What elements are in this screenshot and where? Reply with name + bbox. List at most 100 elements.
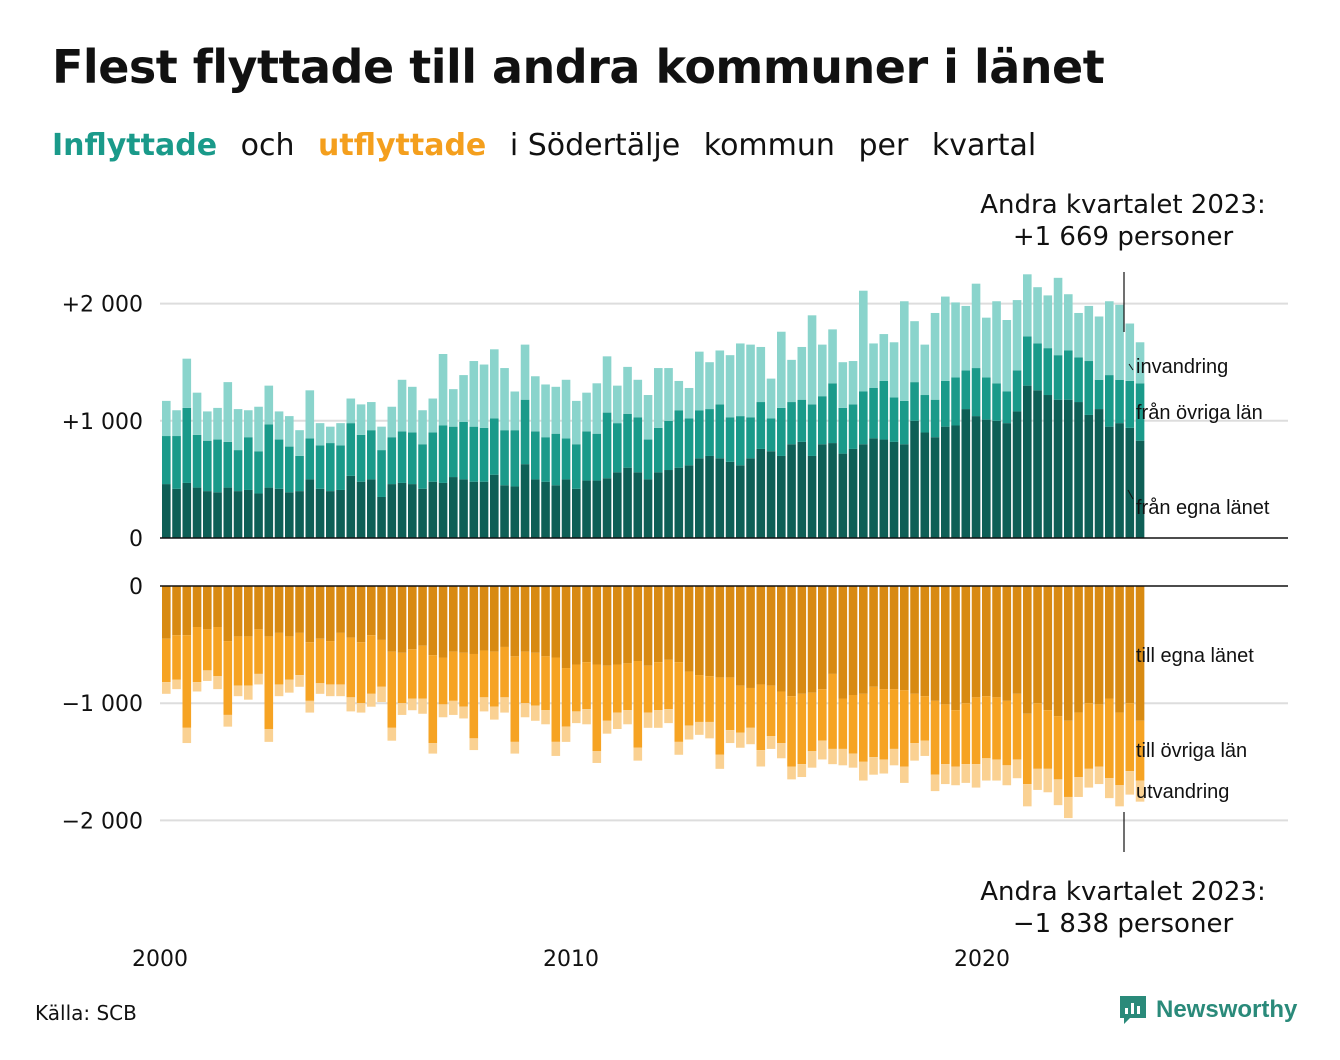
bar-segment	[1053, 779, 1063, 806]
bar-segment	[449, 477, 458, 538]
bar-segment	[1135, 780, 1145, 802]
bar-segment	[182, 358, 192, 408]
bar-segment	[982, 758, 991, 781]
bar-segment	[531, 705, 540, 721]
bar-segment	[295, 455, 304, 492]
bar-segment	[223, 382, 233, 442]
bar-segment	[1012, 370, 1022, 412]
annotation-top: Andra kvartalet 2023: +1 669 personer	[943, 189, 1303, 253]
bar-segment	[305, 479, 315, 538]
bar-segment	[254, 673, 263, 685]
bar-segment	[1125, 771, 1135, 795]
bar-segment	[695, 351, 704, 411]
bar-segment	[1033, 287, 1042, 344]
bar-segment	[203, 629, 212, 671]
bar-segment	[674, 410, 684, 468]
bar-segment	[695, 675, 704, 722]
bar-segment	[264, 385, 274, 425]
bar-segment	[315, 683, 325, 694]
bar-segment	[438, 586, 448, 658]
bar-segment	[613, 664, 622, 713]
bar-segment	[510, 656, 520, 742]
bar-segment	[162, 484, 171, 538]
bar-segment	[264, 487, 274, 538]
bar-segment	[397, 379, 407, 432]
bar-segment	[1012, 586, 1022, 694]
bar-segment	[1084, 361, 1094, 415]
bar-segment	[951, 377, 960, 426]
bar-segment	[930, 399, 940, 438]
bar-segment	[623, 586, 632, 664]
bar-segment	[736, 685, 745, 733]
bar-segment	[797, 693, 807, 765]
bar-segment	[1125, 323, 1135, 381]
bar-segment	[787, 696, 796, 767]
bar-segment	[500, 485, 509, 538]
bar-segment	[777, 331, 786, 408]
bar-segment	[192, 627, 202, 683]
bar-segment	[182, 407, 192, 483]
bar-segment	[1084, 305, 1094, 362]
bar-segment	[387, 484, 397, 538]
bar-segment	[818, 444, 827, 538]
bar-segment	[941, 704, 950, 765]
bar-segment	[695, 410, 704, 459]
bar-segment	[982, 586, 991, 697]
bar-segment	[233, 586, 243, 637]
bar-segment	[305, 642, 315, 701]
bar-segment	[705, 721, 714, 739]
bar-segment	[1105, 426, 1114, 538]
bar-segment	[531, 479, 540, 538]
bar-segment	[971, 368, 981, 417]
bar-segment	[244, 410, 253, 438]
bar-segment	[705, 362, 714, 410]
bar-segment	[449, 426, 458, 478]
bar-segment	[336, 632, 345, 685]
bar-segment	[910, 420, 919, 538]
x-tick-label: 2010	[543, 947, 599, 972]
bar-segment	[438, 704, 448, 718]
bar-segment	[859, 761, 868, 781]
bar-segment	[285, 636, 294, 680]
bar-segment	[684, 586, 694, 672]
bar-segment	[377, 426, 386, 451]
newsworthy-logo-icon	[1120, 996, 1146, 1024]
bar-segment	[469, 653, 479, 739]
bar-segment	[285, 679, 294, 693]
bar-segment	[674, 741, 684, 755]
bar-segment	[900, 301, 909, 401]
bar-segment	[572, 400, 581, 445]
bar-segment	[418, 586, 427, 646]
bar-segment	[623, 366, 632, 414]
bar-segment	[172, 488, 181, 538]
bar-segment	[941, 426, 950, 538]
bar-segment	[602, 412, 612, 479]
bar-segment	[315, 423, 325, 446]
bar-segment	[541, 384, 550, 438]
bar-segment	[664, 368, 673, 421]
bar-segment	[520, 464, 530, 538]
bar-segment	[766, 685, 776, 737]
bar-segment	[848, 695, 858, 754]
bar-segment	[613, 385, 622, 424]
bar-segment	[1084, 768, 1094, 788]
bar-segment	[838, 362, 848, 408]
bar-segment	[1012, 759, 1022, 779]
bar-segment	[674, 586, 684, 663]
bar-segment	[285, 492, 294, 538]
bar-segment	[715, 350, 725, 405]
bar-segment	[213, 407, 222, 440]
segment-label-out-local: till egna länet	[1136, 645, 1254, 667]
bar-segment	[1043, 348, 1053, 396]
bar-segment	[520, 586, 530, 652]
bar-segment	[551, 386, 561, 434]
bar-segment	[418, 444, 427, 489]
bar-segment	[1043, 395, 1053, 538]
bar-segment	[244, 685, 253, 700]
subtitle-municipality: i Södertälje	[509, 128, 681, 163]
bar-segment	[828, 383, 837, 444]
bar-segment	[572, 488, 581, 538]
bar-segment	[1064, 720, 1073, 797]
bar-segment	[367, 402, 376, 431]
bar-segment	[541, 586, 550, 657]
